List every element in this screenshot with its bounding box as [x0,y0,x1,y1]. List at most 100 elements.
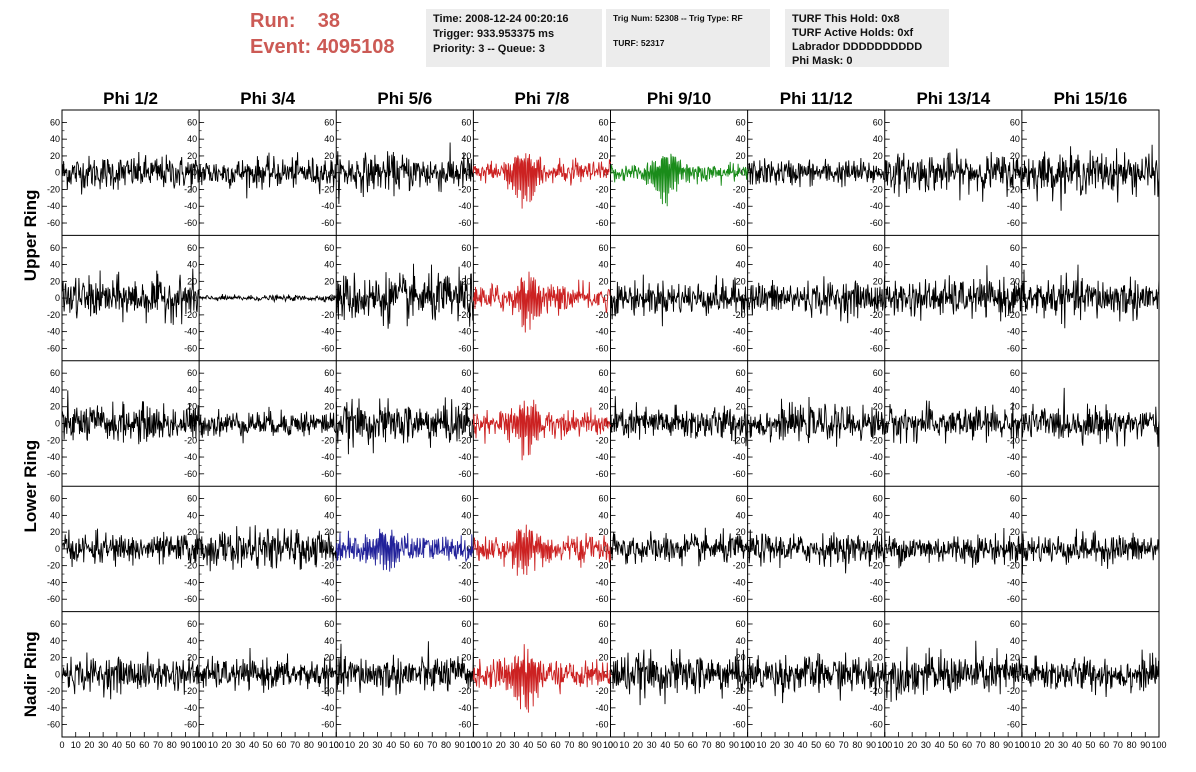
waveform-trace-r2-c3 [472,399,611,461]
x-tick-label: 50 [126,740,136,750]
y-tick-label: -60 [184,218,197,228]
y-tick-label: 0 [55,168,60,178]
y-tick-label: 40 [1010,134,1020,144]
row-label-2: Nadir Ring [21,631,40,717]
x-tick-label: 20 [1044,740,1054,750]
y-tick-label: -40 [1007,327,1020,337]
x-tick-label: 20 [496,740,506,750]
waveform-trace-r1-c2 [335,263,474,329]
y-tick-label: 40 [50,510,60,520]
y-tick-label: 40 [736,510,746,520]
x-tick-label: 10 [208,740,218,750]
y-tick-label: -60 [733,469,746,479]
x-tick-label: 60 [825,740,835,750]
y-tick-label: 40 [598,510,608,520]
x-tick-label: 50 [811,740,821,750]
x-tick-label: 70 [976,740,986,750]
y-tick-label: -60 [733,218,746,228]
y-tick-label: -40 [733,201,746,211]
y-tick-label: -20 [595,310,608,320]
y-tick-label: 60 [873,117,883,127]
x-tick-label: 50 [537,740,547,750]
y-tick-label: 0 [55,544,60,554]
waveform-trace-r0-c5 [747,157,886,188]
y-tick-label: 60 [873,368,883,378]
run-label: Run: [250,10,296,32]
y-tick-label: 40 [324,510,334,520]
x-tick-label: 70 [701,740,711,750]
y-tick-label: 0 [1015,544,1020,554]
y-tick-label: 40 [1010,636,1020,646]
y-tick-label: 20 [873,653,883,663]
y-tick-label: -60 [1007,594,1020,604]
turf-info-panel: TURF This Hold: 0x8 TURF Active Holds: 0… [785,9,949,67]
y-tick-label: 0 [329,419,334,429]
y-tick-label: 20 [736,527,746,537]
y-tick-label: -40 [184,703,197,713]
y-tick-label: -20 [595,686,608,696]
x-tick-label: 80 [715,740,725,750]
y-tick-label: 0 [55,669,60,679]
x-tick-label: 90 [1003,740,1013,750]
y-tick-label: -40 [458,577,471,587]
row-label-1: Lower Ring [21,440,40,533]
x-tick-label: 40 [660,740,670,750]
y-tick-label: -20 [458,184,471,194]
y-tick-label: 40 [324,385,334,395]
y-tick-label: 20 [324,653,334,663]
y-tick-label: 40 [873,385,883,395]
waveform-trace-r1-c7 [1021,264,1160,329]
y-tick-label: 20 [50,402,60,412]
x-tick-label: 90 [592,740,602,750]
x-tick-label: 20 [907,740,917,750]
y-tick-label: -20 [733,561,746,571]
y-tick-label: -20 [595,435,608,445]
x-tick-label: 80 [852,740,862,750]
x-tick-label: 50 [674,740,684,750]
waveform-trace-r0-c7 [1021,144,1160,211]
x-tick-label: 30 [784,740,794,750]
x-tick-label: 40 [935,740,945,750]
y-tick-label: 60 [187,243,197,253]
y-tick-label: -60 [47,720,60,730]
x-tick-label: 60 [551,740,561,750]
y-tick-label: 0 [741,168,746,178]
x-tick-label: 0 [334,740,339,750]
x-tick-label: 40 [386,740,396,750]
y-tick-label: 0 [55,293,60,303]
y-tick-label: -20 [595,184,608,194]
waveform-trace-r2-c2 [335,397,474,455]
waveform-trace-r0-c2 [335,142,474,205]
x-tick-label: 70 [153,740,163,750]
turf-num-text: TURF: 52317 [613,38,665,48]
y-tick-label: -40 [184,327,197,337]
x-tick-label: 60 [962,740,972,750]
y-tick-label: 60 [598,494,608,504]
column-label-2: Phi 5/6 [377,89,432,108]
y-tick-label: -60 [458,469,471,479]
y-tick-label: -40 [321,577,334,587]
y-tick-label: 60 [461,619,471,629]
x-tick-label: 90 [180,740,190,750]
y-tick-label: -60 [458,594,471,604]
y-tick-label: 60 [324,494,334,504]
y-tick-label: 40 [736,134,746,144]
y-tick-label: 60 [873,619,883,629]
waveform-trace-r3-c4 [610,527,749,567]
y-tick-label: 40 [873,260,883,270]
phi-mask-text: Phi Mask: 0 [792,55,853,67]
x-tick-label: 0 [608,740,613,750]
y-tick-label: 20 [1010,653,1020,663]
y-tick-label: -40 [47,577,60,587]
y-tick-label: -40 [870,327,883,337]
waveform-trace-r3-c2 [335,528,474,572]
waveform-trace-r3-c6 [884,527,1023,569]
y-tick-label: -40 [1007,452,1020,462]
waveform-trace-r2-c4 [610,396,749,447]
x-tick-label: 10 [893,740,903,750]
y-tick-label: 40 [1010,510,1020,520]
y-tick-label: 60 [187,368,197,378]
run-event-header: Run: 38 Event: 4095108 [250,8,420,68]
y-tick-label: -60 [733,594,746,604]
y-tick-label: -20 [458,435,471,445]
